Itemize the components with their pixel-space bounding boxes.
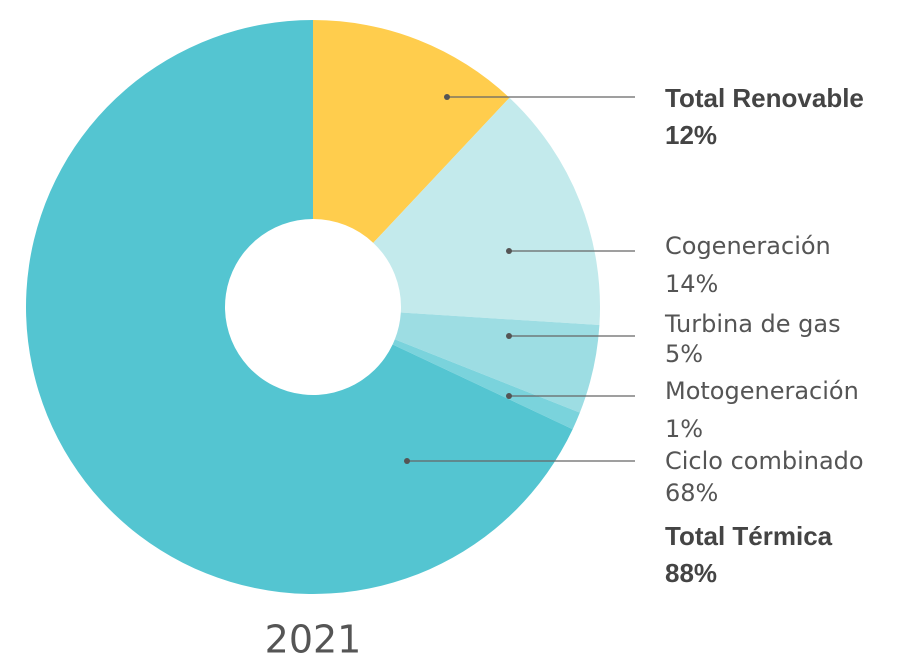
donut-segment: [373, 97, 600, 326]
annotation-label: 88%: [665, 558, 717, 588]
chart-title: 2021: [265, 618, 362, 661]
legend-label: Total Renovable: [665, 83, 864, 113]
legend-label: Ciclo combinado: [665, 447, 864, 475]
legend-label: Cogeneración: [665, 232, 831, 260]
leader-dot: [404, 458, 410, 464]
value-label: 14%: [665, 270, 718, 298]
donut-segment: [394, 312, 600, 413]
donut-segment: [26, 20, 573, 594]
annotation-text: Total Térmica: [665, 521, 833, 551]
legend-label: Motogeneración: [665, 377, 859, 405]
value-label: 1%: [665, 415, 703, 443]
legend-label: Turbina de gas: [664, 310, 841, 338]
leader-dot: [506, 393, 512, 399]
value-label: 5%: [665, 340, 703, 368]
leader-dot: [506, 248, 512, 254]
donut-segment: [313, 20, 510, 243]
value-label: 68%: [665, 479, 718, 507]
value-label: 12%: [665, 120, 717, 150]
leader-dot: [506, 333, 512, 339]
donut-segment: [392, 339, 580, 430]
leader-dot: [444, 94, 450, 100]
